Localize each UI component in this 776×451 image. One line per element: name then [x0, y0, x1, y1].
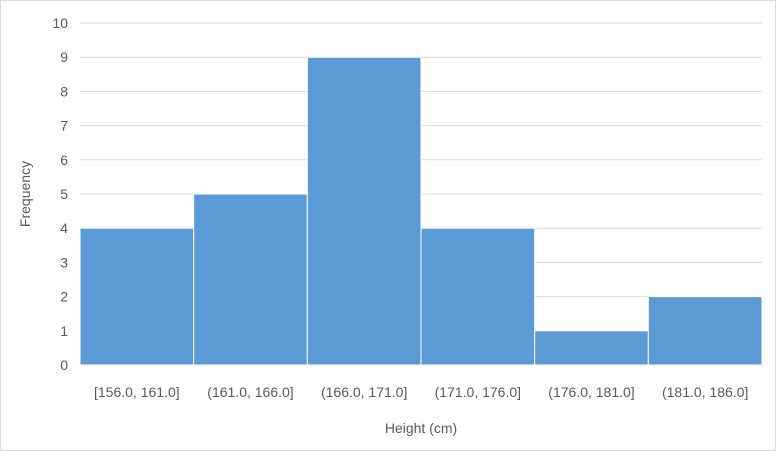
x-category-label: (181.0, 186.0]	[662, 384, 748, 400]
bar-1	[193, 193, 308, 366]
x-category-label: (166.0, 171.0]	[321, 384, 407, 400]
x-category-label: (171.0, 176.0]	[435, 384, 521, 400]
y-axis-title: Frequency	[17, 161, 33, 227]
y-tick-label: 7	[60, 118, 68, 134]
y-tick-label: 3	[60, 254, 68, 270]
y-tick-label: 4	[60, 220, 68, 236]
bar-0	[79, 227, 195, 366]
y-axis-tick-labels: 0 1 2 3 4 5 6 7 8 9 10	[52, 15, 68, 373]
x-axis-title: Height (cm)	[385, 420, 457, 436]
x-category-label: (176.0, 181.0]	[548, 384, 634, 400]
x-category-label: (161.0, 166.0]	[207, 384, 293, 400]
y-tick-label: 10	[52, 15, 68, 31]
y-tick-label: 2	[60, 289, 68, 305]
bar-2	[306, 56, 422, 366]
bar-3	[420, 227, 536, 366]
bars	[79, 56, 763, 366]
bar-5	[647, 296, 763, 366]
y-tick-label: 0	[60, 357, 68, 373]
y-tick-label: 5	[60, 186, 68, 202]
x-category-label: [156.0, 161.0]	[94, 384, 180, 400]
y-tick-label: 8	[60, 83, 68, 99]
bar-4	[534, 330, 649, 366]
y-tick-label: 1	[60, 323, 68, 339]
y-tick-label: 6	[60, 152, 68, 168]
y-tick-label: 9	[60, 49, 68, 65]
x-axis-category-labels: [156.0, 161.0] (161.0, 166.0] (166.0, 171.…	[94, 384, 748, 400]
